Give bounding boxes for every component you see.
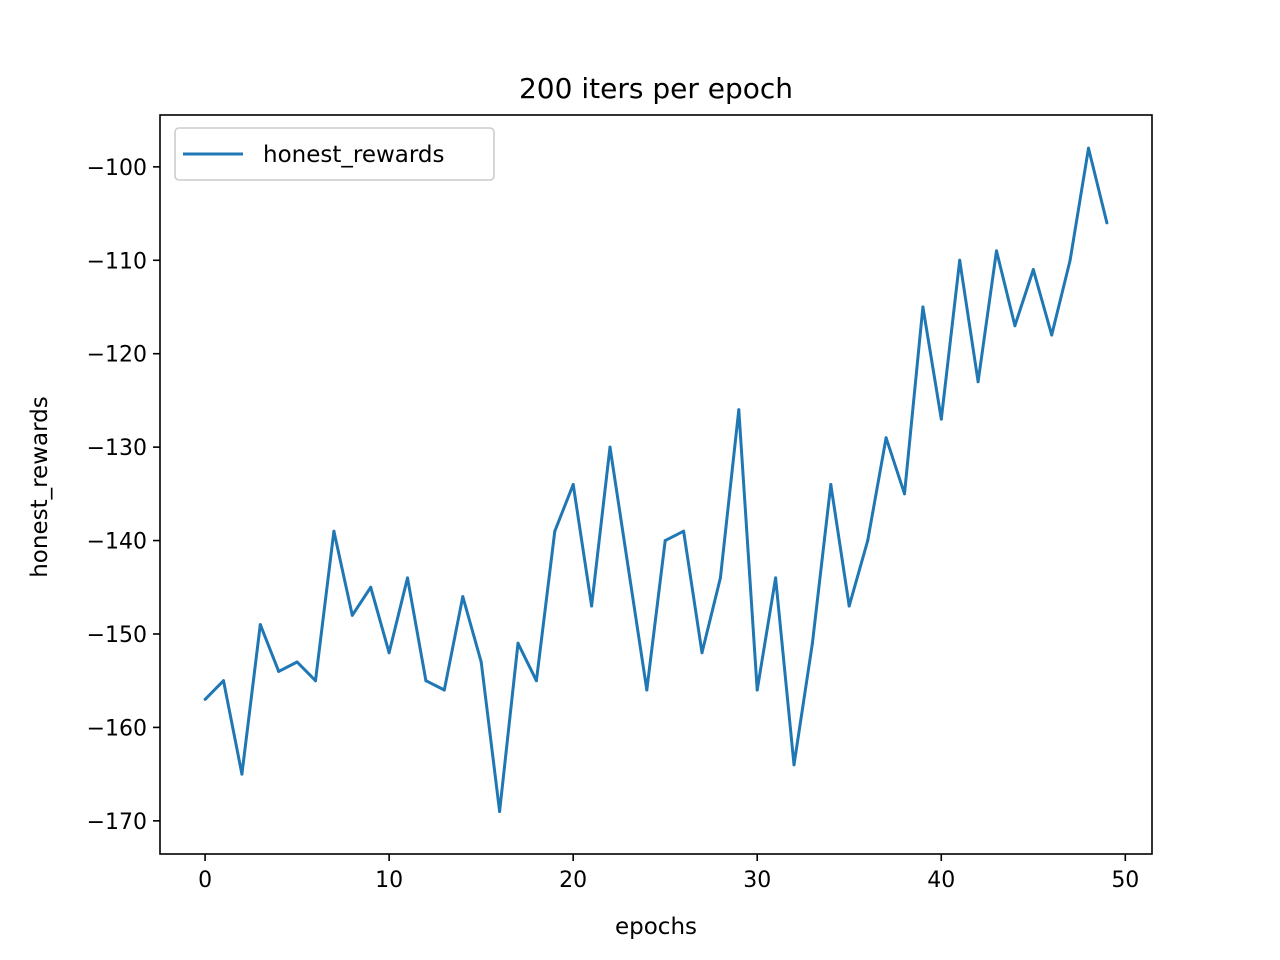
data-point: [608, 445, 612, 449]
data-point: [406, 576, 409, 580]
data-point: [424, 679, 428, 683]
data-point: [958, 258, 962, 262]
data-point: [534, 679, 538, 683]
legend-label: honest_rewards: [263, 142, 445, 168]
data-point: [516, 641, 520, 645]
x-tick-label: 10: [375, 868, 403, 893]
data-point: [682, 529, 686, 533]
y-tick-label: −100: [87, 156, 147, 181]
data-point: [387, 651, 391, 655]
data-point: [350, 613, 354, 617]
data-point: [1050, 333, 1054, 337]
data-point: [645, 688, 649, 692]
x-tick-label: 50: [1111, 868, 1139, 893]
data-point: [240, 772, 244, 776]
y-tick-label: −130: [87, 436, 147, 461]
data-point: [369, 585, 373, 589]
data-point: [571, 483, 575, 486]
data-point: [903, 492, 906, 496]
data-point: [1031, 268, 1035, 272]
data-point: [1013, 324, 1017, 328]
data-point: [203, 697, 207, 701]
x-tick-label: 30: [743, 868, 771, 893]
data-point: [976, 380, 980, 384]
chart-title: 200 iters per epoch: [519, 72, 793, 105]
data-point: [884, 436, 888, 440]
data-point: [737, 408, 741, 412]
x-axis-label: epochs: [615, 914, 697, 940]
x-tick-label: 40: [927, 868, 955, 893]
data-point: [1087, 146, 1090, 150]
y-tick-label: −170: [87, 810, 147, 835]
data-point: [479, 660, 483, 664]
data-point: [774, 576, 778, 580]
data-point: [847, 604, 851, 608]
plot-frame: [159, 114, 1153, 855]
y-tick-label: −110: [87, 249, 147, 274]
data-point: [442, 688, 446, 692]
data-point: [498, 810, 502, 813]
data-point: [222, 679, 225, 683]
data-point: [866, 539, 870, 543]
data-point: [314, 679, 317, 683]
data-point: [810, 641, 814, 645]
data-point: [626, 567, 630, 571]
data-point: [755, 688, 759, 692]
data-point: [277, 669, 281, 673]
y-tick-label: −150: [87, 623, 147, 648]
data-point: [718, 576, 722, 580]
x-tick-label: 0: [198, 868, 212, 893]
data-point: [792, 763, 796, 767]
data-point: [1105, 221, 1109, 225]
y-tick-label: −160: [87, 716, 147, 741]
x-tick-label: 20: [559, 868, 587, 893]
data-point: [553, 529, 557, 533]
data-point: [332, 529, 336, 533]
series-line-honest_rewards: [204, 146, 1109, 813]
data-point: [829, 483, 833, 486]
data-point: [700, 651, 704, 655]
data-point: [1068, 258, 1072, 262]
data-point: [663, 539, 667, 543]
data-point: [295, 660, 299, 664]
data-point: [461, 595, 465, 599]
legend-box: [174, 127, 495, 181]
y-tick-label: −120: [87, 343, 147, 368]
data-point: [590, 604, 594, 608]
data-point: [995, 249, 998, 253]
data-point: [921, 305, 925, 309]
y-axis-label: honest_rewards: [27, 396, 53, 578]
data-point: [939, 417, 943, 421]
data-point: [258, 623, 262, 627]
y-tick-label: −140: [87, 530, 147, 555]
